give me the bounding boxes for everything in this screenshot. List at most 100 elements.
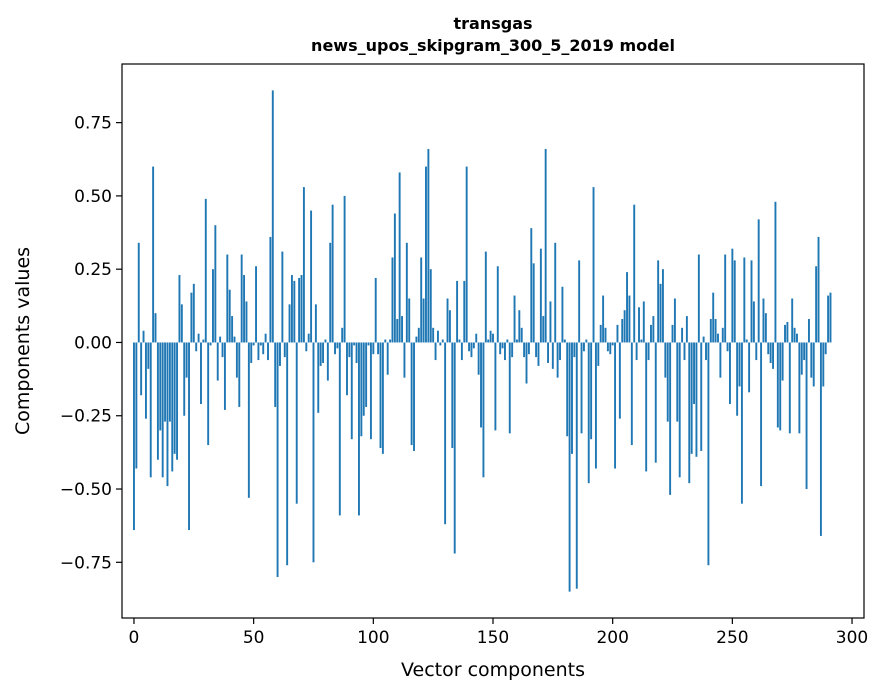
bar-193 [594,342,597,469]
bar-189 [585,339,588,343]
bar-263 [762,298,765,343]
axes-group: 0 50 100 150 200 250 300 0.75 0.50 0.25 0.00 −0.25 −… [60,114,868,648]
bar-209 [633,204,636,343]
bar-97 [365,342,368,407]
bar-129 [441,339,444,343]
bar-212 [640,339,643,343]
bar-175 [551,342,554,369]
bar-31 [207,342,210,446]
bar-9 [154,313,157,343]
bar-185 [575,342,578,589]
bar-180 [563,339,566,343]
chart-subtitle: news_upos_skipgram_300_5_2019 model [311,36,675,55]
bar-37 [221,342,224,358]
bar-257 [748,342,751,393]
y-tick-label: 0.00 [74,333,112,353]
bar-278 [798,342,801,434]
bar-235 [695,342,698,457]
bar-64 [286,342,289,566]
bar-75 [312,342,315,563]
bar-242 [712,292,715,343]
bar-30 [204,198,207,343]
bar-54 [262,342,265,355]
bar-144 [477,342,480,375]
bar-87 [341,327,344,343]
bar-196 [602,295,605,343]
bar-147 [484,251,487,343]
bar-277 [796,333,798,343]
bar-121 [422,298,425,343]
bar-93 [355,342,358,363]
bar-140 [468,342,471,352]
bar-215 [647,342,650,361]
bar-119 [417,327,420,343]
bar-262 [760,342,763,487]
y-tick-label: −0.25 [60,407,112,427]
bar-88 [343,195,346,343]
bar-228 [678,342,681,478]
bar-103 [379,342,382,448]
bar-245 [719,342,722,378]
bar-214 [645,342,648,472]
bar-243 [714,319,717,343]
bar-102 [377,342,380,355]
bar-138 [463,280,466,343]
bar-210 [635,342,638,361]
bar-240 [707,342,710,566]
bar-21 [183,342,186,416]
x-tick-label: 250 [716,628,748,648]
bar-80 [324,339,327,343]
bar-289 [824,342,827,355]
bar-73 [307,333,310,343]
bar-269 [776,342,779,428]
bar-136 [458,339,461,343]
bar-10 [156,342,159,460]
bar-44 [238,342,241,407]
bar-284 [812,342,815,387]
bar-48 [247,342,250,498]
x-tick-label: 0 [129,628,140,648]
bar-14 [166,342,169,487]
bar-27 [197,333,200,343]
bar-198 [606,342,609,352]
bar-160 [515,339,518,343]
bar-114 [405,242,408,343]
bar-123 [427,149,430,343]
bar-57 [269,236,272,343]
bar-191 [590,342,593,440]
bar-178 [559,342,561,361]
bar-184 [573,342,576,358]
bar-241 [709,319,712,343]
bar-204 [621,319,624,343]
bar-125 [432,327,435,343]
bar-58 [271,90,274,343]
bar-158 [511,342,514,358]
x-tick-label: 100 [357,628,389,648]
bar-237 [700,342,703,451]
bar-153 [499,342,502,355]
bar-279 [800,342,803,375]
bar-223 [666,342,669,422]
bar-19 [178,275,181,343]
bar-261 [757,219,760,343]
bar-246 [721,327,724,343]
y-tick-label: 0.75 [74,114,112,134]
bar-229 [681,327,684,343]
bar-207 [628,295,631,343]
bar-65 [288,304,291,343]
bar-139 [465,166,468,343]
bar-52 [257,342,260,361]
bar-46 [243,275,246,343]
bar-174 [549,301,552,343]
bar-42 [233,336,236,343]
bar-12 [161,342,164,478]
bar-62 [281,251,284,343]
bar-2 [137,242,140,343]
bar-128 [439,342,442,346]
bar-124 [429,269,432,343]
bar-4 [142,330,145,343]
bar-35 [216,342,219,381]
bar-110 [396,319,399,343]
bar-68 [295,342,298,504]
bar-66 [290,275,293,343]
